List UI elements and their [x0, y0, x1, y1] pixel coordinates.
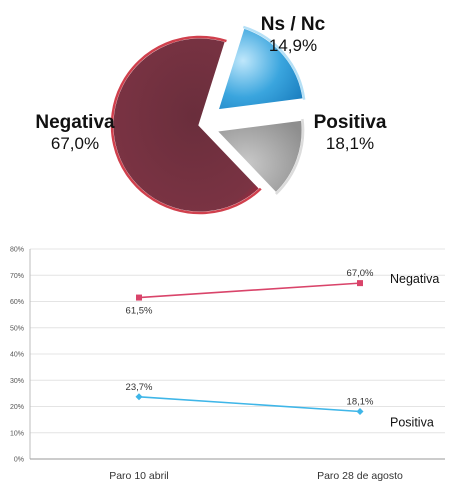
pie-label-ns-nc: Ns / Nc — [261, 14, 326, 35]
pie-slice-rim-positiva — [242, 25, 306, 100]
series-name-negativa: Negativa — [390, 272, 439, 286]
data-point-positiva — [135, 393, 143, 401]
pie-value-positiva: 18,1% — [326, 134, 374, 153]
y-tick-label: 30% — [10, 378, 24, 385]
x-tick-label: Paro 28 de agosto — [317, 470, 403, 482]
data-label-negativa: 61,5% — [126, 306, 153, 317]
y-tick-label: 40% — [10, 352, 24, 359]
y-tick-label: 20% — [10, 404, 24, 411]
y-tick-label: 50% — [10, 325, 24, 332]
series-line-negativa — [138, 282, 361, 299]
pie-value-negativa: 67,0% — [51, 134, 99, 153]
y-tick-label: 10% — [10, 430, 24, 437]
y-tick-label: 80% — [10, 247, 24, 254]
series-line-positiva — [138, 395, 361, 413]
pie-label-negativa: Negativa — [35, 112, 115, 133]
y-tick-label: 0% — [14, 457, 24, 464]
series-name-positiva: Positiva — [390, 415, 434, 429]
line-chart: 0% 10% 20% 30% 40% 50% 60% 70% 80% Paro 10 abril P… — [10, 247, 445, 482]
x-tick-label: Paro 10 abril — [109, 470, 169, 482]
pie-slice-rim-ns-nc — [275, 118, 305, 195]
data-point-positiva — [356, 407, 364, 415]
pie-value-ns-nc: 14,9% — [269, 36, 317, 55]
data-point-negativa — [357, 280, 363, 287]
data-label-positiva: 18,1% — [347, 396, 374, 407]
data-point-negativa — [136, 294, 142, 301]
pie-label-positiva: Positiva — [314, 112, 387, 133]
pie-slice-rim-negativa — [110, 35, 262, 215]
y-tick-label: 60% — [10, 299, 24, 306]
y-tick-label: 70% — [10, 273, 24, 280]
data-label-positiva: 23,7% — [126, 382, 153, 393]
data-label-negativa: 67,0% — [347, 268, 374, 279]
